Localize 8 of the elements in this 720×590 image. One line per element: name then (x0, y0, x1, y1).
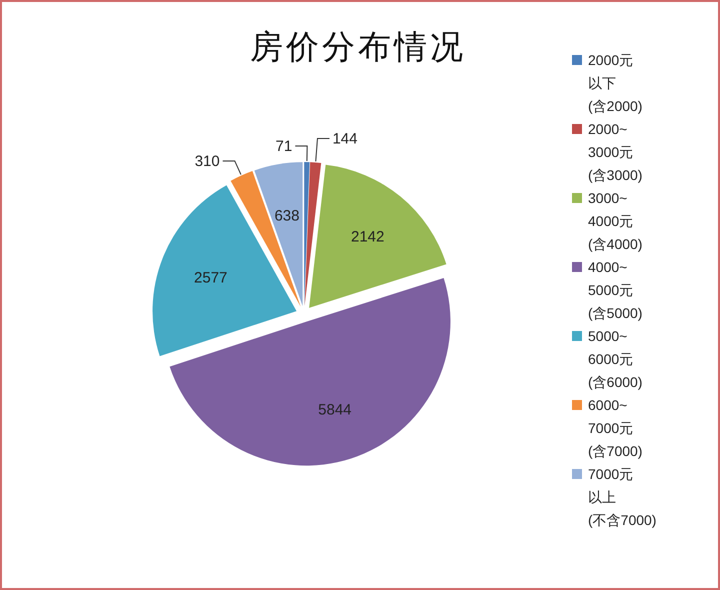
legend-label: 3000~4000元(含4000) (588, 189, 642, 254)
legend-label: 7000元以上(不含7000) (588, 465, 656, 530)
title: 房价分布情况 (250, 28, 466, 65)
legend-label: 5000~6000元(含6000) (588, 327, 642, 392)
legend-label: 2000~3000元(含3000) (588, 120, 642, 185)
legend-label: 6000~7000元(含7000) (588, 396, 642, 461)
legend-label: 2000元以下(含2000) (588, 51, 642, 116)
legend-label: 4000~5000元(含5000) (588, 258, 642, 323)
